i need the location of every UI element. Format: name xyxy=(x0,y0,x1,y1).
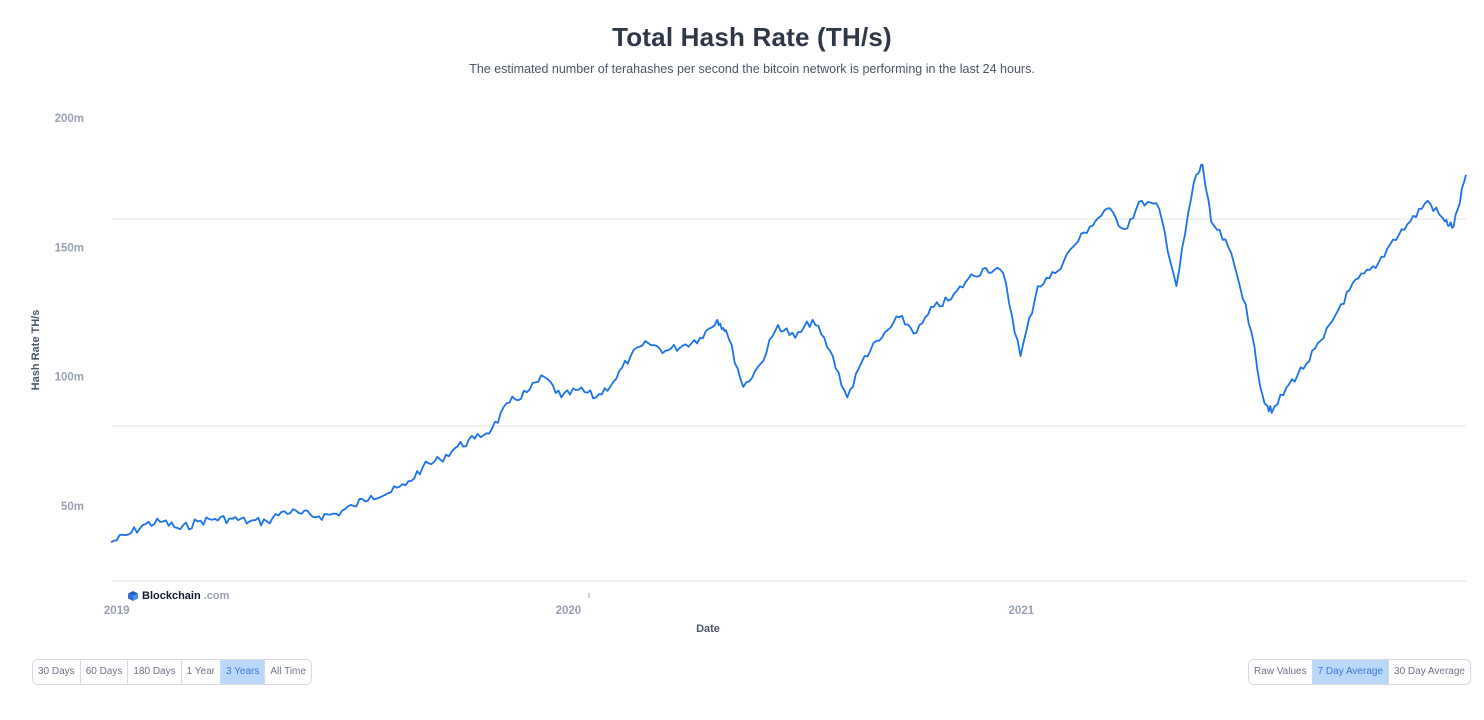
range-all-time-button[interactable]: All Time xyxy=(265,660,311,684)
x-tick-label: 2020 xyxy=(556,605,582,617)
y-axis-ticks: 50m 100m 150m 200m xyxy=(55,113,84,513)
x-tick-label: 2019 xyxy=(104,605,130,617)
chart-title: Total Hash Rate (TH/s) xyxy=(612,22,892,52)
average-mode-selector: Raw Values 7 Day Average 30 Day Average xyxy=(1247,659,1471,685)
x-axis-label: Date xyxy=(696,623,720,635)
range-3-years-button[interactable]: 3 Years xyxy=(221,660,266,684)
chart-subtitle: The estimated number of terahashes per s… xyxy=(469,62,1035,76)
hash-rate-line xyxy=(110,163,1467,544)
y-tick-label: 150m xyxy=(55,242,84,254)
brand-name: Blockchain xyxy=(142,590,201,602)
range-30-days-button[interactable]: 30 Days xyxy=(33,660,81,684)
brand-suffix: .com xyxy=(203,590,230,602)
grid-lines xyxy=(111,218,1466,427)
30-day-average-button[interactable]: 30 Day Average xyxy=(1389,660,1470,684)
range-1-year-button[interactable]: 1 Year xyxy=(181,660,221,684)
range-60-days-button[interactable]: 60 Days xyxy=(80,660,129,684)
time-range-selector: 30 Days 60 Days 180 Days 1 Year 3 Years … xyxy=(32,659,312,685)
cube-icon xyxy=(128,591,138,601)
raw-values-button[interactable]: Raw Values xyxy=(1248,660,1313,684)
y-axis-label: Hash Rate TH/s xyxy=(30,309,42,391)
7-day-average-button[interactable]: 7 Day Average xyxy=(1312,660,1390,684)
blockchain-logo: Blockchain .com xyxy=(127,590,229,602)
range-180-days-button[interactable]: 180 Days xyxy=(128,660,182,684)
x-axis-ticks: 2019 2020 2021 xyxy=(104,605,1035,617)
y-tick-label: 200m xyxy=(55,113,84,125)
x-tick-label: 2021 xyxy=(1008,605,1034,617)
y-tick-label: 50m xyxy=(61,501,84,513)
y-tick-label: 100m xyxy=(55,372,84,384)
